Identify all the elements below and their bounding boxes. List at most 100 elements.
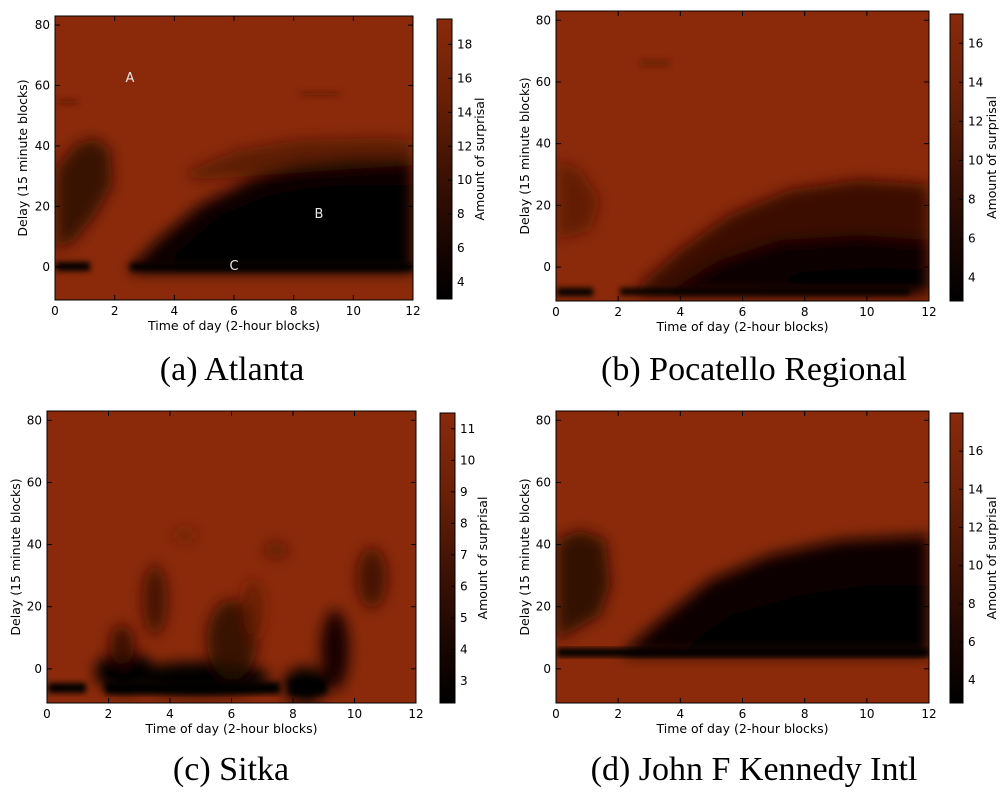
colorbar-tick-label: 4 [457,275,465,289]
y-axis-label: Delay (15 minute blocks) [517,77,532,234]
y-tick-label: 60 [35,78,50,92]
x-tick-label: 2 [105,707,113,721]
panel-sitka: 0 2 4 6 8 10 12 0 20 40 60 80 Time of day (2-hour bl… [8,410,490,788]
y-tick-label: 0 [34,662,42,676]
x-axis-label: Time of day (2-hour blocks) [144,721,317,736]
x-tick-label: 2 [614,305,622,319]
caption-atlanta: (a) Atlanta [160,351,304,388]
colorbar-tick-label: 11 [460,422,475,436]
y-tick-label: 20 [536,600,551,614]
x-tick-label: 0 [552,305,560,319]
x-tick-label: 10 [347,707,362,721]
x-tick-label: 4 [677,305,685,319]
x-tick-label: 0 [552,707,560,721]
y-tick-label: 60 [27,475,42,489]
colorbar-tick-label: 6 [460,579,468,593]
colorbar-jfk [949,412,964,704]
colorbar-tick-label: 12 [457,139,472,153]
y-tick-label: 0 [42,260,50,274]
y-tick-label: 40 [536,137,551,151]
x-tick-label: 10 [346,304,361,318]
colorbar-tick-label: 9 [460,485,468,499]
colorbar-tick-label: 12 [968,520,983,534]
heatmap-sitka [47,411,416,703]
colorbar-tick-label: 14 [968,482,983,496]
y-tick-label: 60 [536,75,551,89]
annotation-b: B [315,207,324,222]
colorbar-tick-label: 10 [457,173,472,187]
y-tick-label: 40 [35,139,50,153]
colorbar-tick-label: 14 [968,75,983,89]
colorbar-tick-label: 3 [460,674,468,688]
x-tick-label: 12 [921,707,936,721]
x-tick-label: 6 [739,707,747,721]
colorbar-tick-label: 4 [968,673,976,687]
colorbar-tick-label: 8 [460,516,468,530]
x-tick-label: 8 [801,305,809,319]
x-axis-label: Time of day (2-hour blocks) [655,721,828,736]
heatmap-pocatello [556,11,929,301]
y-tick-label: 40 [27,538,42,552]
y-tick-label: 0 [543,260,551,274]
x-tick-label: 10 [859,305,874,319]
caption-sitka: (c) Sitka [173,751,289,788]
colorbar-tick-label: 14 [457,105,472,119]
colorbar-tick-label: 16 [968,36,983,50]
y-axis-label: Delay (15 minute blocks) [8,478,23,635]
colorbar-label: Amount of surprisal [984,96,999,219]
colorbar-tick-label: 10 [968,559,983,573]
x-tick-label: 4 [171,304,179,318]
annotation-c: C [229,259,238,274]
colorbar-label: Amount of surprisal [472,98,487,221]
x-tick-label: 6 [230,304,238,318]
y-tick-label: 20 [536,198,551,212]
y-tick-label: 80 [35,18,50,32]
y-tick-label: 0 [543,662,551,676]
x-tick-label: 2 [111,304,119,318]
y-tick-label: 20 [35,199,50,213]
colorbar-tick-label: 8 [968,597,976,611]
x-tick-label: 0 [51,304,59,318]
colorbar-tick-label: 10 [968,153,983,167]
x-tick-label: 4 [677,707,685,721]
y-tick-label: 80 [27,413,42,427]
x-tick-label: 10 [859,707,874,721]
caption-jfk: (d) John F Kennedy Intl [591,751,918,788]
panel-pocatello: 0 2 4 6 8 10 12 0 20 40 60 80 Time of day (2-hour bl… [517,10,999,388]
panel-jfk: 0 2 4 6 8 10 12 0 20 40 60 80 Time of day (2-hour bl… [517,410,999,788]
colorbar-label: Amount of surprisal [984,497,999,620]
caption-pocatello: (b) Pocatello Regional [601,351,907,388]
x-tick-label: 8 [801,707,809,721]
colorbar-tick-label: 4 [968,271,976,285]
colorbar-tick-label: 6 [968,635,976,649]
colorbar-tick-label: 16 [968,444,983,458]
x-tick-label: 6 [228,707,236,721]
colorbar-atlanta [436,18,453,300]
heatmap-jfk [556,411,929,703]
x-tick-label: 4 [166,707,174,721]
heatmap-atlanta [55,16,413,300]
x-tick-label: 8 [290,304,298,318]
colorbar-tick-label: 10 [460,453,475,467]
x-tick-label: 12 [921,305,936,319]
colorbar-tick-label: 4 [460,642,468,656]
y-axis-label: Delay (15 minute blocks) [517,478,532,635]
x-axis-label: Time of day (2-hour blocks) [147,318,320,333]
colorbar-tick-label: 8 [968,192,976,206]
y-tick-label: 80 [536,13,551,27]
colorbar-sitka [439,412,456,704]
colorbar-tick-label: 6 [968,232,976,246]
panel-atlanta: 0 2 4 6 8 10 12 0 20 40 60 80 Time of day (2-hour bl… [15,15,487,388]
y-tick-label: 80 [536,413,551,427]
x-tick-label: 8 [289,707,297,721]
colorbar-tick-label: 12 [968,114,983,128]
x-tick-label: 12 [405,304,420,318]
annotation-a: A [126,71,135,86]
x-tick-label: 12 [408,707,423,721]
x-tick-label: 2 [614,707,622,721]
x-tick-label: 0 [43,707,51,721]
colorbar-tick-label: 7 [460,548,468,562]
colorbar-tick-label: 8 [457,207,465,221]
colorbar-tick-label: 6 [457,241,465,255]
